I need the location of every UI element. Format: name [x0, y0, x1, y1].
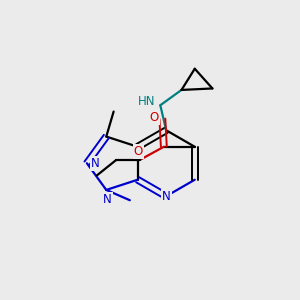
Text: N: N — [103, 193, 112, 206]
Text: N: N — [162, 190, 171, 203]
Text: O: O — [134, 145, 143, 158]
Text: N: N — [91, 157, 100, 170]
Text: O: O — [149, 111, 159, 124]
Text: HN: HN — [138, 95, 156, 108]
